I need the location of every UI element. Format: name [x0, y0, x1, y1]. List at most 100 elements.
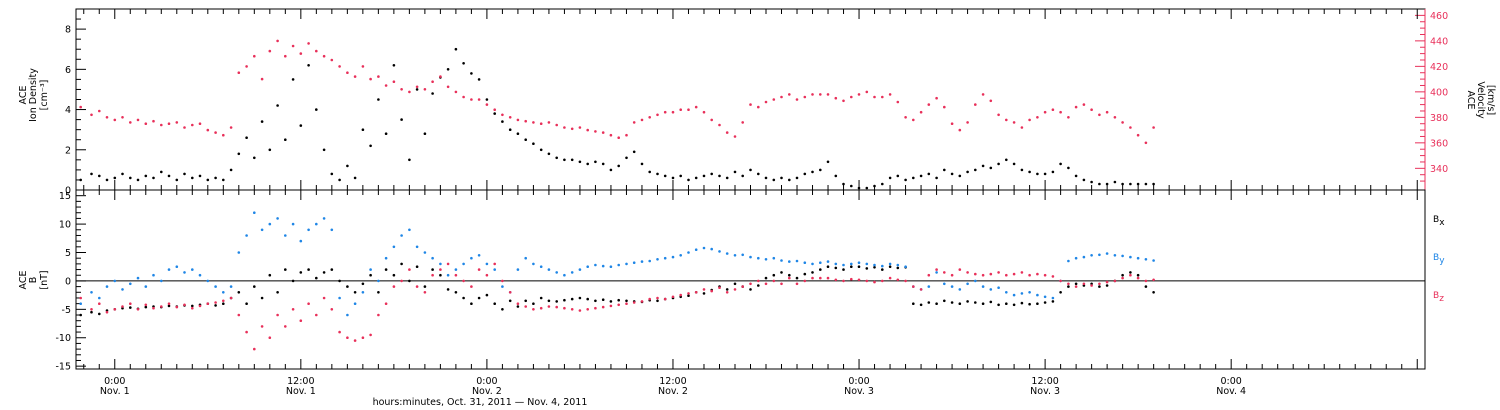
bz-point [415, 285, 419, 288]
by-point [516, 268, 520, 271]
by-point [79, 302, 82, 306]
bx-point [167, 304, 171, 308]
density-point [183, 172, 186, 176]
by-point [291, 222, 295, 226]
by-point [454, 268, 458, 271]
density-point [1036, 172, 1039, 176]
time-tick-label: 12:00 [659, 376, 686, 387]
density-tick-label: 8 [65, 25, 71, 36]
by-point [601, 264, 605, 268]
bx-point [749, 288, 752, 291]
bz-point [346, 336, 349, 340]
bz-point [1059, 279, 1062, 283]
bx-point [1020, 301, 1024, 305]
velocity-point [563, 126, 566, 129]
bz-point [819, 276, 822, 280]
bx-point [547, 299, 551, 303]
bz-point [253, 347, 256, 351]
bottom-panel-ticks: -15 -10 -5 0 5 10 15 [55, 191, 1425, 373]
bz-point [408, 268, 411, 271]
b-tick-label: 5 [65, 248, 71, 259]
density-point [1082, 178, 1086, 182]
by-point [733, 254, 737, 257]
bx-point [687, 294, 690, 298]
density-point [191, 176, 194, 180]
velocity-point [896, 100, 900, 104]
density-point [950, 172, 954, 176]
by-point [152, 273, 155, 277]
by-point [780, 259, 783, 262]
density-point [865, 186, 869, 190]
density-point [462, 62, 465, 65]
by-point [663, 256, 667, 260]
bx-point [377, 291, 380, 294]
velocity-point [369, 77, 372, 81]
density-point [532, 142, 535, 145]
density-point [733, 170, 737, 174]
bx-point [733, 282, 737, 286]
bx-point [857, 265, 861, 269]
legend-bx-subscript: x [1439, 218, 1445, 228]
bz-point [508, 291, 512, 294]
time-axis-label: hours:minutes, Oct. 31, 2011 — Nov. 4, 2… [373, 397, 588, 408]
bx-point [772, 273, 776, 277]
by-point [105, 285, 109, 288]
bx-point [214, 304, 217, 307]
velocity-point [710, 118, 713, 122]
bz-point [144, 303, 148, 307]
bx-point [253, 285, 256, 288]
by-point [160, 279, 163, 283]
bx-point [881, 268, 884, 271]
velocity-point [462, 95, 465, 99]
velocity-point [524, 119, 527, 123]
velocity-point [79, 105, 82, 109]
by-point [1129, 255, 1132, 259]
bz-point [601, 305, 605, 309]
velocity-point [648, 116, 651, 119]
velocity-point [121, 116, 124, 119]
velocity-point [1005, 118, 1008, 122]
density-point [384, 132, 388, 135]
velocity-point [245, 65, 248, 68]
velocity-point [276, 39, 279, 43]
density-point [307, 64, 310, 67]
density-point [90, 172, 93, 176]
velocity-point [950, 122, 954, 125]
by-point [943, 282, 946, 286]
ion-density-velocity-panel: 0 2 4 6 8 340 360 380 400 420 440 460 ACE Ion Densi… [18, 8, 1496, 197]
bz-point [780, 282, 783, 286]
bz-point [888, 276, 892, 280]
by-point [299, 239, 303, 243]
velocity-tick-label: 460 [1430, 11, 1448, 22]
bx-point [322, 271, 326, 274]
by-point [702, 246, 706, 250]
velocity-point [966, 121, 969, 124]
bz-point [710, 289, 713, 293]
bz-point [369, 333, 372, 337]
bz-point [1043, 273, 1047, 277]
time-tick-date: Nov. 3 [844, 386, 874, 397]
density-point [338, 178, 341, 182]
velocity-point [803, 95, 807, 99]
by-point [648, 259, 651, 263]
bx-point [462, 296, 465, 300]
bz-point [268, 336, 272, 340]
by-point [1098, 253, 1101, 257]
by-point [679, 254, 682, 257]
bz-point [446, 262, 450, 266]
time-tick-date: Nov. 3 [1030, 386, 1060, 397]
bz-point [757, 279, 760, 283]
density-point [392, 64, 396, 67]
velocity-point [439, 75, 442, 78]
density-point [105, 178, 109, 182]
by-point [175, 265, 179, 269]
bz-point [431, 273, 434, 277]
velocity-point [346, 71, 349, 74]
bz-point [524, 305, 527, 308]
density-point [912, 176, 915, 180]
bx-point [361, 282, 365, 286]
bz-point [1136, 276, 1140, 280]
bz-point [439, 268, 442, 271]
bz-point [974, 272, 977, 276]
density-point [850, 184, 853, 188]
